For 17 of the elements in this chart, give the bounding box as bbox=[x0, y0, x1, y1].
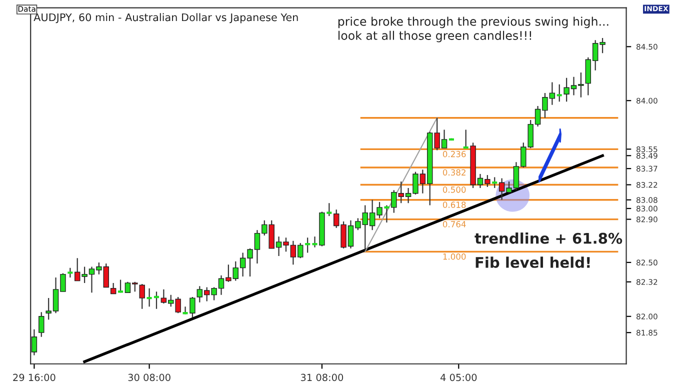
x-tick-label: 30 08:00 bbox=[128, 374, 170, 382]
candlestick bbox=[139, 283, 145, 310]
annotation: price broke through the previous swing high... look at all those green candles!!! bbox=[338, 16, 608, 42]
annotation: 0.500 bbox=[442, 186, 466, 193]
x-tick-label: 4 05:00 bbox=[440, 374, 477, 382]
x-tick-label: 29 16:00 bbox=[13, 374, 56, 382]
x-tick-label: 31 08:00 bbox=[300, 374, 344, 382]
annotation: 0.236 bbox=[442, 150, 466, 158]
candlestick bbox=[110, 282, 116, 294]
annotation: 0.382 bbox=[442, 169, 466, 176]
annotation: 1.000 bbox=[443, 253, 466, 260]
annotation: 0.764 bbox=[442, 221, 466, 228]
candlestick bbox=[66, 267, 74, 278]
annotation: 0.618 bbox=[442, 202, 466, 208]
annotation: trendline + 61.8% Fib level held! bbox=[474, 232, 622, 268]
chart-title: AUDJPY, 60 min - Australian Dollar vs Japanese Yen bbox=[34, 13, 298, 24]
candlestick bbox=[38, 312, 44, 338]
